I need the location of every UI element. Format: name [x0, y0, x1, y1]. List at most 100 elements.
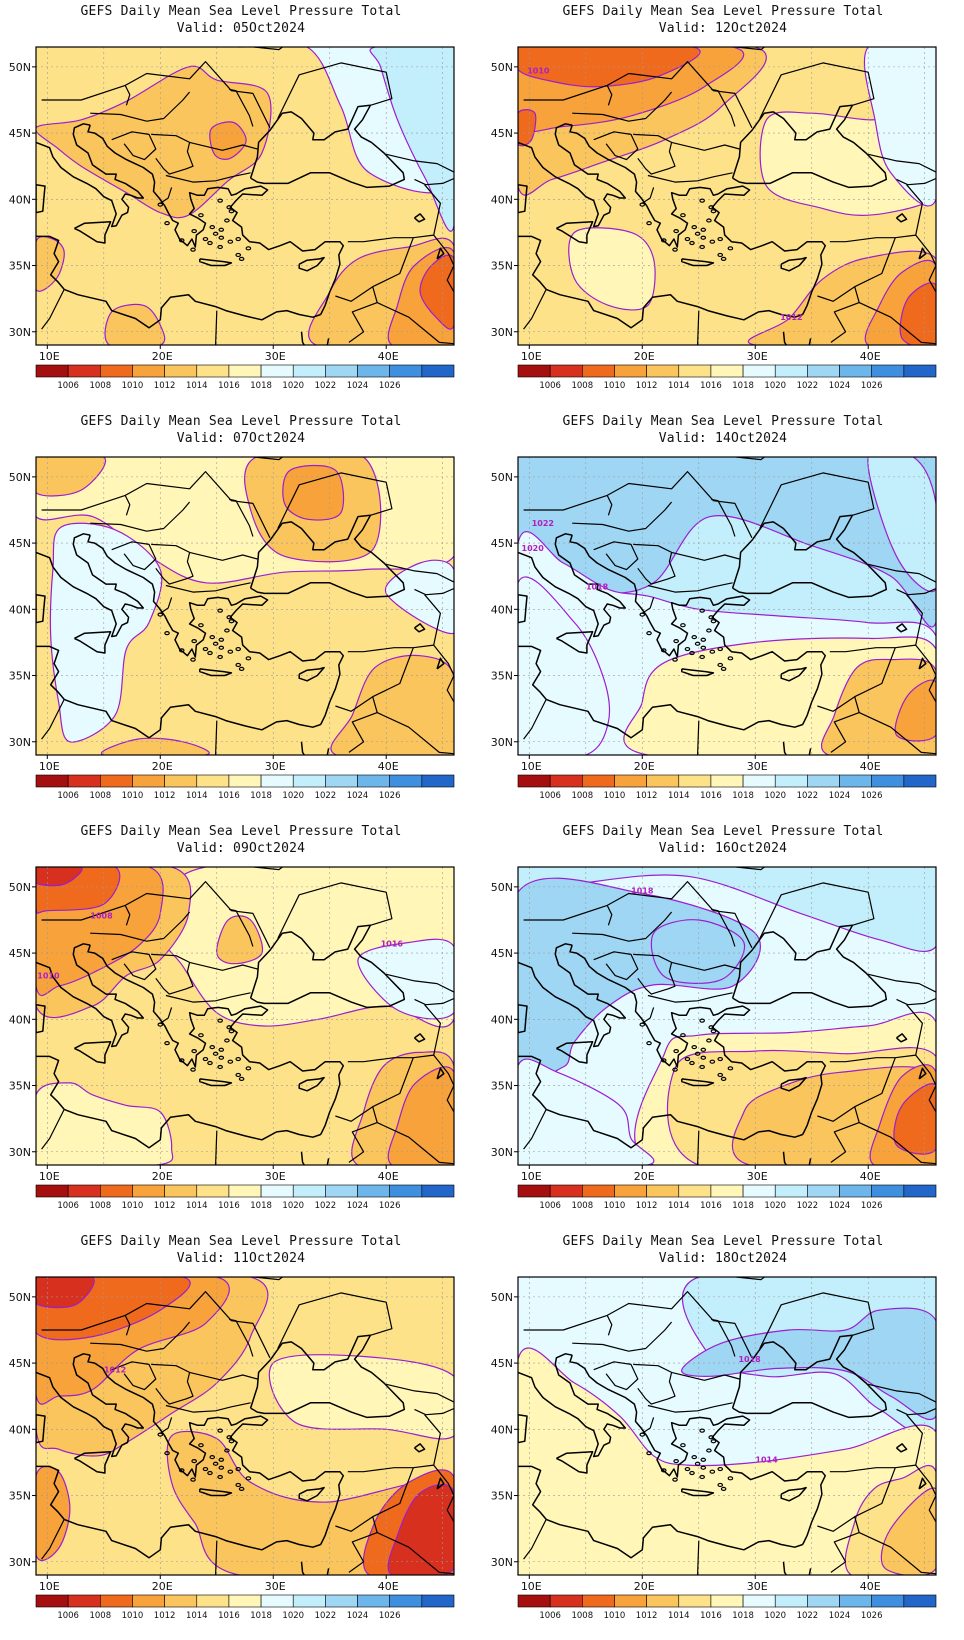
lat-label: 30N — [491, 1146, 513, 1159]
island — [672, 657, 678, 662]
country-border — [697, 1540, 700, 1575]
coastline — [569, 1354, 827, 1545]
island — [691, 635, 698, 640]
lat-label: 45N — [491, 947, 513, 960]
country-border — [386, 563, 454, 596]
country-border — [189, 141, 258, 151]
colorbar-label: 1020 — [764, 791, 786, 801]
colorbar-swatch — [260, 1184, 294, 1198]
island — [224, 628, 230, 633]
lon-label: 40E — [378, 350, 399, 363]
pressure-contour — [518, 1347, 936, 1575]
isobar-label: 1020 — [522, 544, 545, 553]
country-border — [253, 1277, 284, 1281]
country-border — [759, 1292, 875, 1349]
colorbar-swatch — [678, 1184, 712, 1198]
island — [717, 236, 724, 242]
coastline — [518, 943, 627, 1048]
coastline — [518, 1413, 528, 1444]
country-border — [523, 1291, 753, 1359]
island — [198, 1443, 204, 1448]
coastline — [74, 631, 112, 654]
island — [710, 209, 717, 214]
country-border — [277, 62, 393, 119]
island — [646, 1451, 652, 1456]
island — [198, 1033, 204, 1038]
coastline — [556, 221, 594, 244]
country-border — [641, 187, 655, 204]
country-border — [868, 563, 936, 596]
colorbar-swatch — [646, 364, 680, 378]
colorbar-swatch — [67, 1594, 101, 1608]
coastlines-and-borders — [518, 867, 936, 1165]
country-border — [817, 1057, 896, 1122]
lon-label: 10E — [521, 350, 542, 363]
country-border — [189, 1371, 258, 1381]
colorbar-label: 1018 — [250, 1201, 272, 1211]
colorbar-swatch — [582, 364, 615, 378]
island — [207, 1470, 213, 1476]
island — [680, 623, 686, 628]
country-border — [915, 234, 936, 293]
country-border — [858, 1532, 936, 1575]
lat-label: 40N — [9, 1423, 31, 1436]
coastline — [300, 331, 306, 345]
panel-title: GEFS Daily Mean Sea Level Pressure Total — [562, 4, 884, 19]
coastline — [87, 1354, 345, 1545]
colorbar-swatch — [389, 1184, 423, 1198]
lon-label: 40E — [860, 760, 881, 773]
country-border — [641, 597, 655, 614]
lat-label: 45N — [491, 537, 513, 550]
pressure-contour — [894, 679, 936, 742]
coastline — [518, 183, 528, 214]
country-border — [253, 47, 284, 51]
colorbar-swatch — [710, 774, 744, 788]
lon-label: 30E — [265, 1580, 286, 1593]
country-border — [735, 1277, 766, 1281]
colorbar: 1006 1008 1010 1012 1014 1016 1018 1020 1022 1024… — [35, 364, 455, 391]
map-panel-16oct: GEFS Daily Mean Sea Level Pressure Total… — [482, 820, 964, 1230]
isobar-label: 1010 — [527, 66, 550, 75]
lat-label: 30N — [9, 736, 31, 749]
colorbar-swatch — [903, 1184, 937, 1198]
island — [708, 615, 714, 620]
colorbar-label: 1026 — [379, 791, 401, 801]
colorbar-swatch — [710, 364, 744, 378]
colorbar-label: 1006 — [539, 381, 561, 391]
country-border — [523, 881, 753, 949]
colorbar-swatch — [582, 1184, 615, 1198]
lat-label: 30N — [491, 326, 513, 339]
lon-label: 10E — [521, 1580, 542, 1593]
colorbar-label: 1008 — [571, 381, 593, 391]
coastline — [782, 331, 788, 345]
island — [706, 218, 712, 223]
panel-title: GEFS Daily Mean Sea Level Pressure Total — [80, 4, 402, 19]
coastline — [808, 1158, 812, 1165]
coastline — [249, 924, 406, 1009]
island — [198, 213, 204, 218]
coastline — [780, 1076, 807, 1092]
colorbar-swatch — [871, 364, 905, 378]
country-border — [376, 712, 454, 755]
isobar-label: 1018 — [586, 582, 609, 591]
coastline — [681, 1488, 715, 1497]
lat-label: 35N — [491, 1080, 513, 1093]
island — [209, 635, 216, 640]
country-border — [858, 1122, 936, 1165]
colorbar-swatch — [614, 774, 647, 788]
colorbar-label: 1012 — [154, 1201, 176, 1211]
country-border — [124, 495, 131, 516]
island — [226, 1025, 232, 1030]
lon-label: 30E — [747, 1580, 768, 1593]
country-border — [41, 289, 65, 330]
isobar-label: 1010 — [37, 971, 60, 980]
island — [673, 228, 679, 234]
isobar-label: 1022 — [532, 519, 554, 528]
colorbar-swatch — [100, 364, 133, 378]
island — [680, 1033, 686, 1038]
pressure-contour — [384, 559, 454, 634]
country-border — [90, 1321, 191, 1352]
colorbar-swatch — [35, 1184, 69, 1198]
lat-label: 30N — [9, 1556, 31, 1569]
